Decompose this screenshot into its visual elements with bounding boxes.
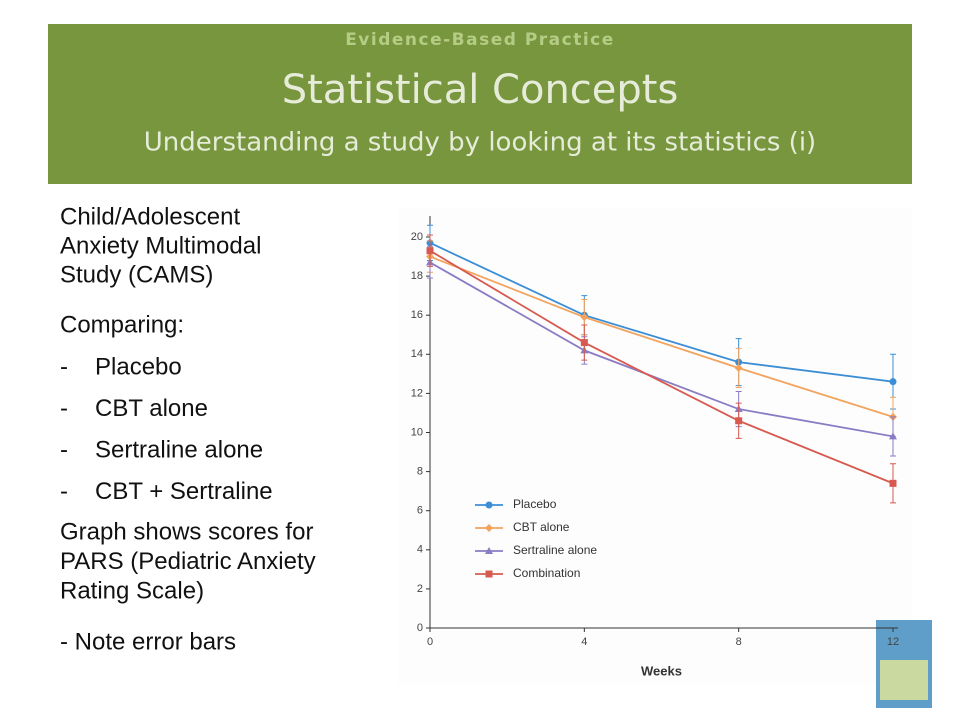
body-text: - (60, 436, 68, 463)
book-cover (876, 620, 932, 708)
cover-art (880, 660, 928, 700)
x-tick-label: 8 (736, 636, 742, 648)
y-tick-label: 18 (411, 270, 423, 282)
body-text: Child/Adolescent (60, 203, 240, 230)
y-tick-label: 0 (417, 622, 423, 634)
body-text: - (60, 395, 68, 422)
y-tick-label: 2 (417, 583, 423, 595)
body-text: CBT + Sertraline (95, 478, 273, 505)
y-tick-label: 4 (417, 544, 423, 556)
y-tick-label: 16 (411, 309, 423, 321)
body-text: Graph shows scores for (60, 518, 313, 545)
marker (889, 378, 897, 386)
title: Statistical Concepts (282, 67, 679, 113)
legend-label: Sertraline alone (513, 543, 597, 557)
legend-marker (485, 570, 493, 578)
legend-marker (485, 524, 493, 532)
header-band (48, 24, 912, 184)
kicker: Evidence-Based Practice (345, 30, 615, 50)
legend-marker (485, 547, 493, 554)
body-text: Anxiety Multimodal (60, 232, 261, 259)
marker (734, 363, 743, 372)
marker (889, 479, 897, 487)
body-text: PARS (Pediatric Anxiety (60, 548, 316, 575)
marker (580, 313, 589, 322)
y-tick-label: 10 (411, 426, 423, 438)
body-text: Comparing: (60, 311, 184, 338)
legend-label: Combination (513, 566, 580, 580)
x-axis-label: Weeks (641, 663, 682, 678)
body-text: - (60, 478, 68, 505)
body-text: Rating Scale) (60, 577, 204, 604)
series-line (429, 242, 894, 383)
y-tick-label: 6 (417, 505, 423, 517)
chart-area (398, 208, 912, 684)
legend-label: CBT alone (513, 520, 570, 534)
subtitle: Understanding a study by looking at its … (144, 128, 816, 158)
body-text: Study (CAMS) (60, 261, 213, 288)
body-text: CBT alone (95, 395, 208, 422)
legend-label: Placebo (513, 497, 557, 511)
legend-marker (485, 501, 493, 509)
marker (580, 339, 588, 347)
y-tick-label: 20 (411, 231, 423, 243)
marker (735, 417, 743, 425)
x-tick-label: 0 (427, 636, 433, 648)
series-line (429, 255, 894, 418)
y-tick-label: 12 (411, 387, 423, 399)
y-tick-label: 14 (411, 348, 423, 360)
marker (426, 247, 434, 255)
series-line (429, 249, 894, 485)
body-text: - (60, 353, 68, 380)
y-tick-label: 8 (417, 466, 423, 478)
body-text: - Note error bars (60, 628, 236, 655)
body-text: Sertraline alone (95, 436, 263, 463)
x-tick-label: 12 (887, 636, 899, 648)
series-line (429, 261, 894, 438)
marker (889, 432, 897, 440)
body-text: Placebo (95, 353, 182, 380)
x-tick-label: 4 (581, 636, 587, 648)
